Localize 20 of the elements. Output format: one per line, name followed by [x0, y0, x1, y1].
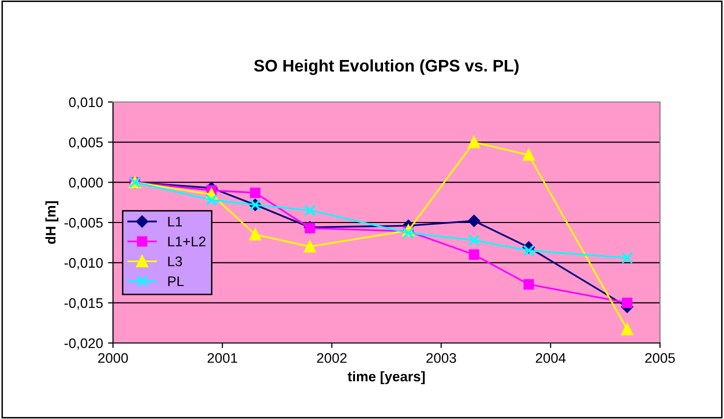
x-tick-label: 2004 [536, 353, 566, 363]
legend-label: PL [168, 276, 184, 286]
legend-label: L1+L2 [168, 236, 206, 246]
y-tick-label: -0,010 [64, 258, 103, 270]
legend-label: L1 [168, 216, 182, 226]
legend-label: L3 [168, 256, 182, 266]
x-tick-label: 2005 [645, 353, 675, 363]
x-tick-label: 2003 [426, 353, 456, 363]
x-tick-label: 2001 [208, 353, 238, 363]
y-tick-label: 0,005 [69, 138, 103, 149]
x-tick-label: 2002 [317, 353, 347, 363]
y-tick-label: -0,015 [64, 298, 103, 310]
y-tick-label: 0,000 [69, 178, 103, 190]
y-tick-label: -0,005 [64, 218, 103, 230]
x-tick-label: 2000 [98, 353, 128, 363]
y-tick-label: -0,020 [64, 338, 103, 350]
y-axis-title: dH [m] [45, 201, 58, 244]
x-axis-title: time [years] [348, 371, 425, 384]
chart-title: SO Height Evolution (GPS vs. PL) [254, 59, 519, 75]
y-tick-label: 0,010 [69, 97, 103, 109]
